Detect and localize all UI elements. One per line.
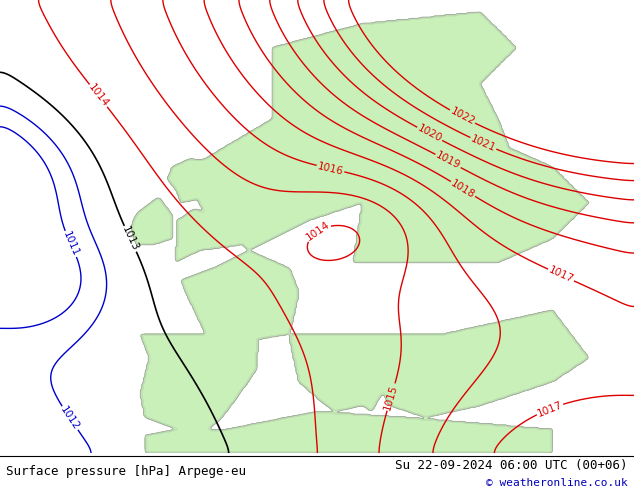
Text: 1015: 1015 (382, 383, 399, 411)
Text: 1019: 1019 (434, 150, 462, 172)
Text: 1021: 1021 (469, 134, 497, 153)
Text: 1013: 1013 (120, 225, 140, 253)
Text: 1016: 1016 (316, 161, 344, 176)
Text: 1022: 1022 (448, 106, 476, 127)
Text: 1017: 1017 (547, 265, 575, 285)
Text: Su 22-09-2024 06:00 UTC (00+06): Su 22-09-2024 06:00 UTC (00+06) (395, 459, 628, 471)
Text: 1014: 1014 (304, 220, 332, 243)
Text: 1014: 1014 (86, 82, 110, 109)
Text: 1017: 1017 (536, 399, 564, 418)
Text: 1018: 1018 (449, 178, 477, 200)
Text: 1012: 1012 (58, 404, 81, 432)
Text: Surface pressure [hPa] Arpege-eu: Surface pressure [hPa] Arpege-eu (6, 465, 247, 478)
Text: 1020: 1020 (416, 123, 444, 145)
Text: 1011: 1011 (61, 230, 81, 258)
Text: © weatheronline.co.uk: © weatheronline.co.uk (486, 478, 628, 489)
